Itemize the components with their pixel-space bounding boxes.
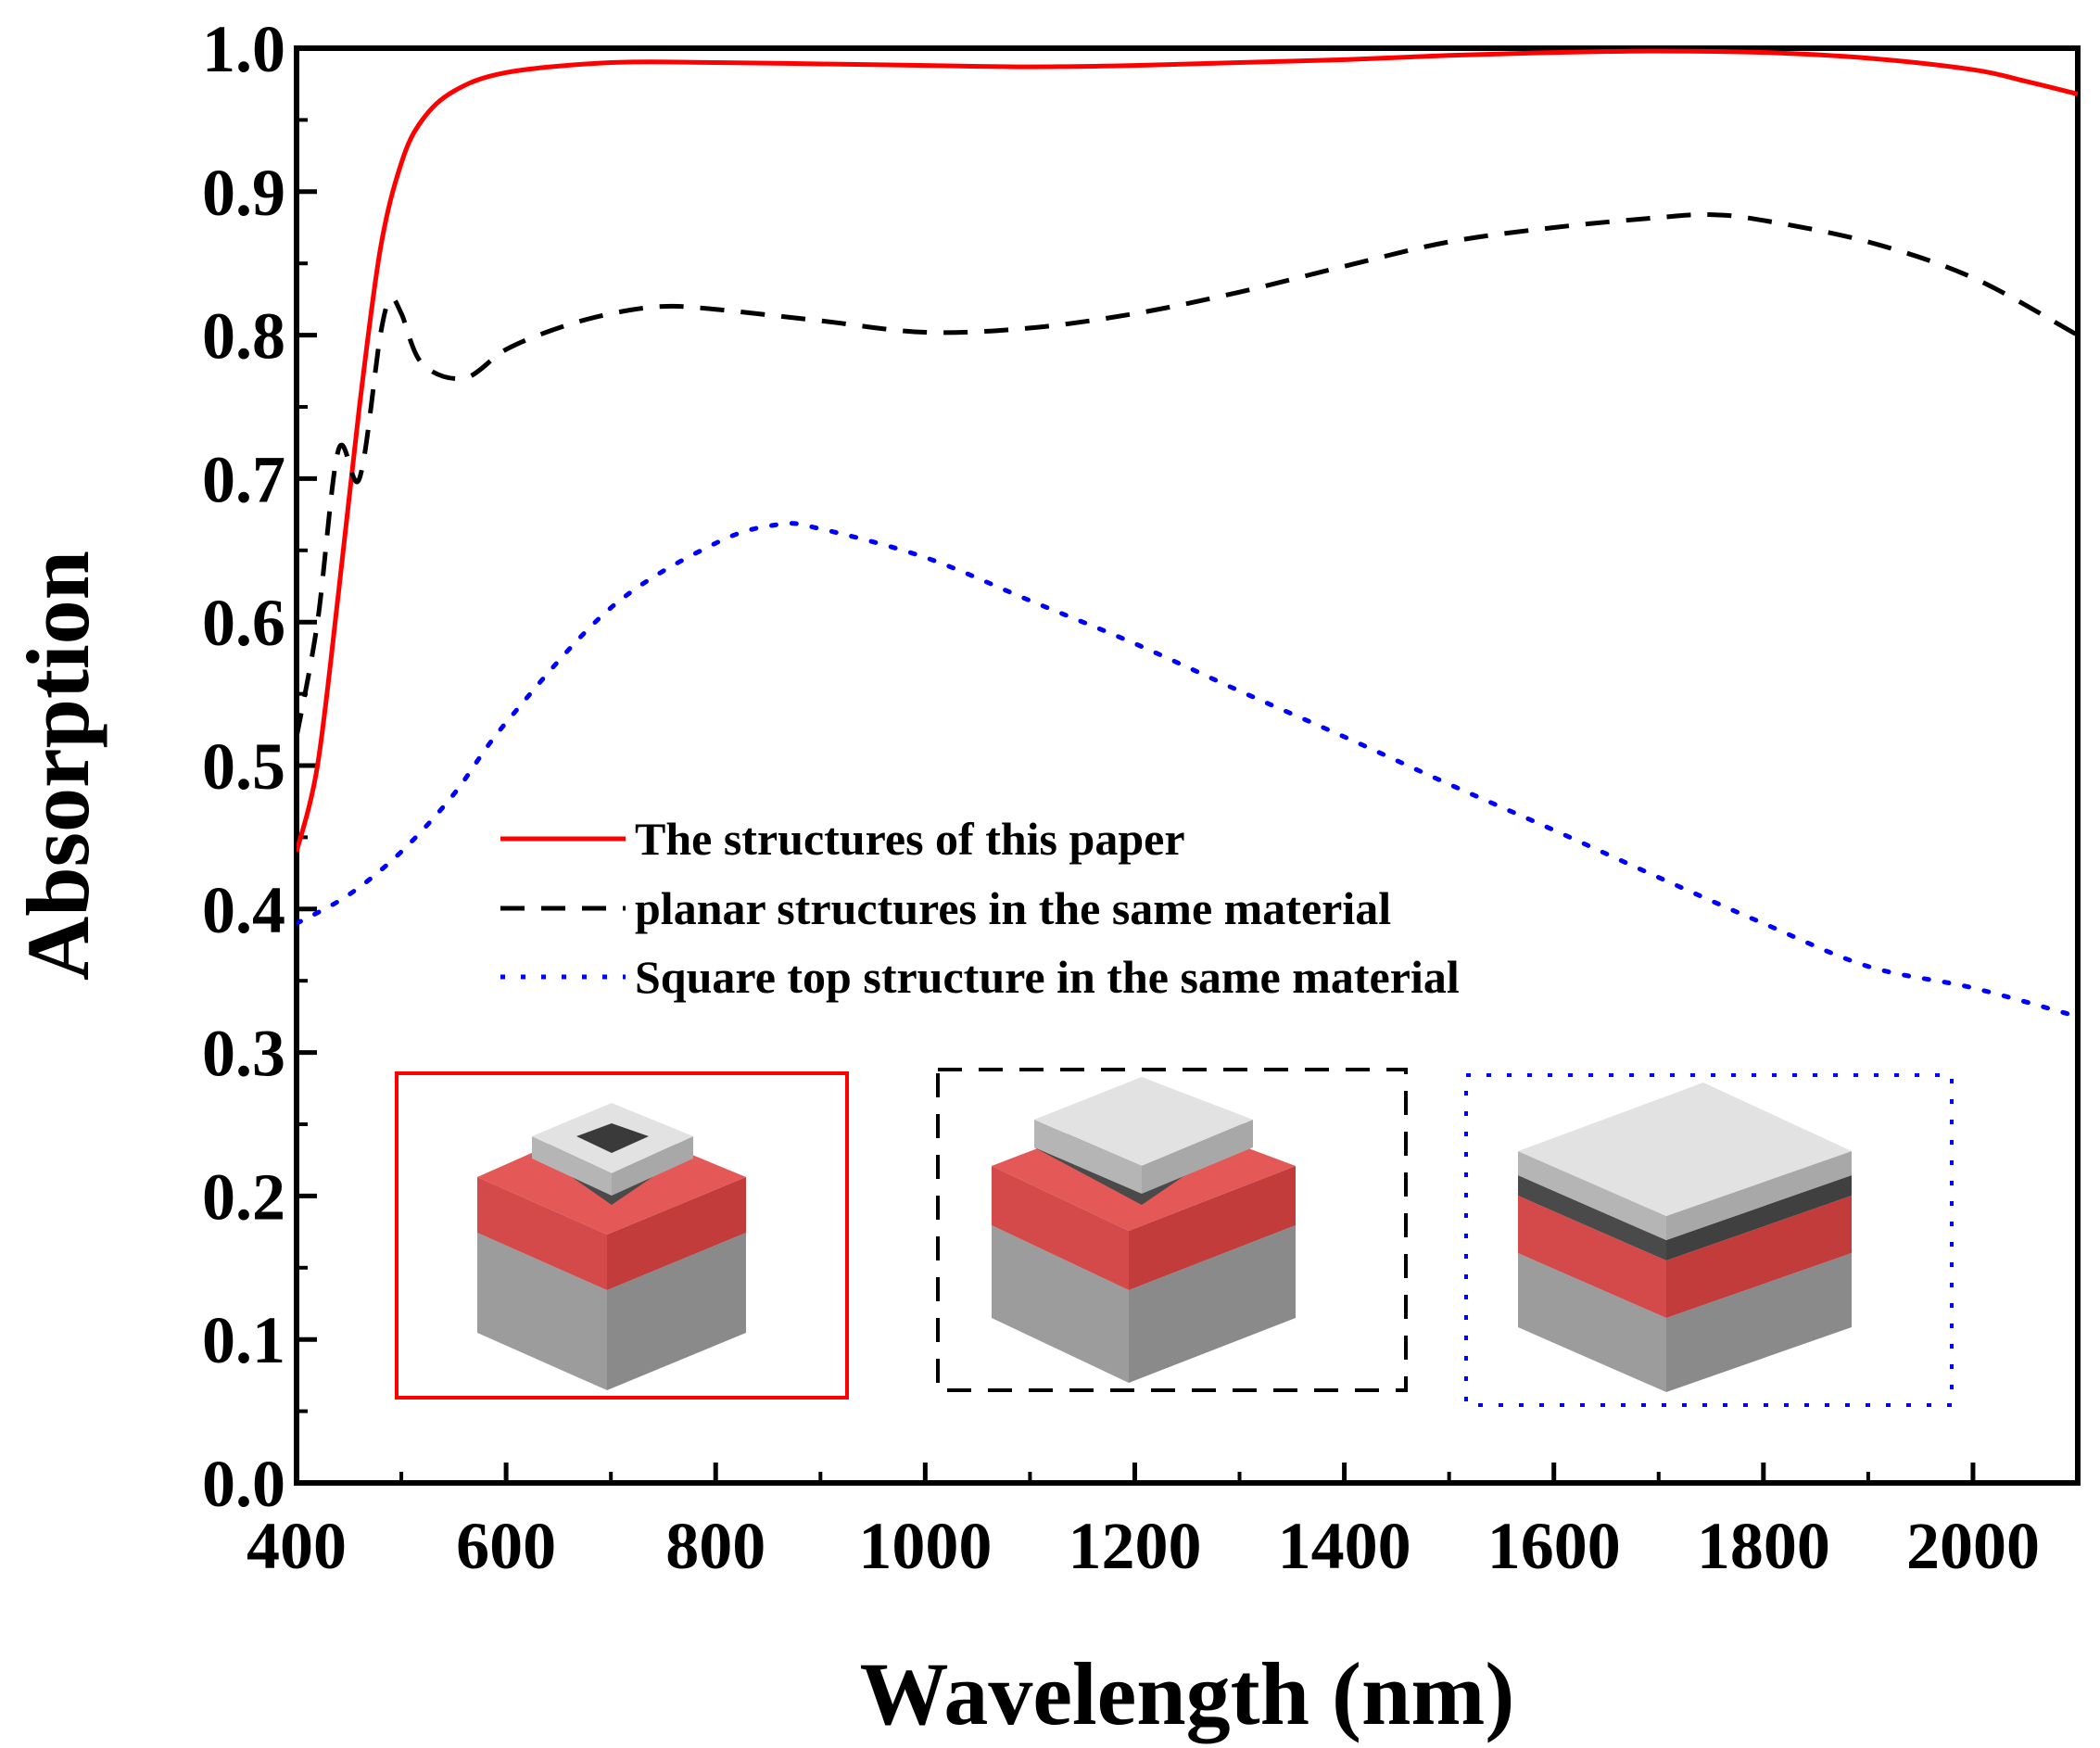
data-series: [297, 48, 2078, 1020]
x-tick-label: 1000: [858, 1509, 992, 1583]
x-tick-label: 1600: [1487, 1509, 1621, 1583]
inset-planar-structure: [936, 1068, 1408, 1392]
x-tick-label: 800: [665, 1509, 765, 1583]
x-tick-label: 1200: [1068, 1509, 1201, 1583]
y-tick-label: 0.1: [202, 1303, 285, 1377]
x-tick-label: 1400: [1278, 1509, 1411, 1583]
legend-label-series-1: The structures of this paper: [635, 813, 1185, 865]
y-tick-label: 1.0: [202, 12, 285, 86]
inset-structure-this-paper: [395, 1071, 849, 1400]
series-line-dashed: [297, 211, 2078, 738]
y-tick-label: 0.3: [202, 1017, 285, 1091]
y-axis-label: Absorption: [8, 551, 108, 981]
x-tick-label: 400: [247, 1509, 347, 1583]
y-tick-label: 0.2: [202, 1159, 285, 1234]
inset-square-top-structure: [1464, 1073, 1954, 1407]
axis-ticks: 400 600 800 1000 1200 1400 1600 1800 2000 0.0 0.1 0…: [202, 12, 2040, 1583]
y-tick-label: 0.7: [202, 442, 285, 516]
y-tick-label: 0.0: [202, 1447, 285, 1521]
legend-label-series-2: planar structures in the same material: [635, 882, 1391, 934]
y-tick-label: 0.4: [202, 873, 285, 947]
x-tick-label: 600: [456, 1509, 556, 1583]
y-tick-label: 0.6: [202, 586, 285, 660]
inset-frame-solid: [395, 1071, 849, 1400]
inset-frame-dashed: [936, 1068, 1408, 1392]
series-line-solid: [297, 48, 2078, 853]
series-line-dotted: [297, 521, 2078, 1020]
x-axis-label: Wavelength (nm): [860, 1644, 1515, 1743]
y-tick-label: 0.5: [202, 729, 285, 804]
y-tick-label: 0.9: [202, 156, 285, 230]
x-tick-label: 2000: [1906, 1509, 2040, 1583]
legend: The structures of this paper planar stru…: [500, 813, 1460, 1003]
legend-label-series-3: Square top structure in the same materia…: [635, 951, 1460, 1003]
x-tick-label: 1800: [1697, 1509, 1830, 1583]
y-tick-label: 0.8: [202, 299, 285, 374]
